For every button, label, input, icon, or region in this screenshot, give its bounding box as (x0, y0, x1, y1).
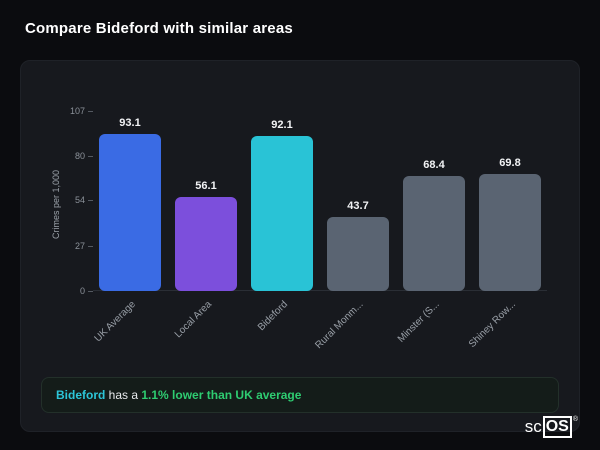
summary-stat: 1.1% lower than UK average (141, 388, 302, 402)
summary-banner: Bideford has a 1.1% lower than UK averag… (41, 377, 559, 413)
summary-connector: has a (105, 388, 142, 402)
logo-os: OS (542, 416, 572, 438)
bar-group: 93.1 UK Average (92, 111, 161, 344)
y-tick-label: 54 (51, 195, 93, 205)
y-tick-label: 0 (51, 286, 93, 296)
bar[interactable] (327, 217, 389, 291)
tick-mark (88, 199, 93, 201)
bar-value-label: 56.1 (195, 180, 217, 192)
bar[interactable] (99, 134, 161, 291)
x-axis-label: Minster (S... (395, 299, 442, 345)
bar-chart: 107 80 54 27 0 93.1 UK Average 56.1 Local Area 9… (70, 106, 557, 351)
x-axis-label: Bideford (255, 299, 290, 334)
bar-value-label: 43.7 (347, 200, 369, 212)
x-axis-label: UK Average (92, 299, 138, 345)
logo-sc: sc (524, 417, 542, 436)
tick-mark (88, 245, 93, 247)
bar-value-label: 69.8 (499, 157, 521, 169)
logo-registered-mark: ® (572, 416, 578, 423)
page-title: Compare Bideford with similar areas (25, 20, 293, 37)
x-axis-label: Local Area (172, 299, 214, 341)
bar-group: 68.4 Minster (S... (396, 111, 465, 345)
bar[interactable] (251, 136, 313, 291)
y-axis-ticks: 107 80 54 27 0 (51, 106, 93, 296)
bar-group: 43.7 Rural Monm... (314, 111, 389, 351)
x-axis-label: Rural Monm... (313, 299, 366, 352)
bar[interactable] (403, 176, 465, 291)
y-tick-label: 80 (51, 151, 93, 161)
bar-group: 69.8 Shiney Row... (467, 111, 541, 350)
tick-mark (88, 155, 93, 157)
bar-value-label: 92.1 (271, 119, 293, 131)
x-axis-label: Shiney Row... (466, 299, 518, 351)
y-tick-label: 107 (51, 106, 93, 116)
x-axis-line (93, 290, 547, 291)
bar-value-label: 93.1 (119, 117, 141, 129)
bar[interactable] (479, 174, 541, 291)
tick-mark (88, 110, 93, 112)
tick-mark (88, 290, 93, 292)
bars-area: 93.1 UK Average 56.1 Local Area 92.1 Bideford… (92, 111, 557, 351)
bar[interactable] (175, 197, 237, 291)
bar-value-label: 68.4 (423, 159, 445, 171)
chart-card: Crimes per 1,000 107 80 54 27 0 93.1 UK Avera… (20, 60, 580, 432)
summary-area: Bideford (56, 388, 106, 402)
scos-logo: sc OS ® (525, 416, 578, 438)
bar-group: 56.1 Local Area (173, 111, 237, 340)
y-tick-label: 27 (51, 241, 93, 251)
bar-group: 92.1 Bideford (251, 111, 313, 333)
